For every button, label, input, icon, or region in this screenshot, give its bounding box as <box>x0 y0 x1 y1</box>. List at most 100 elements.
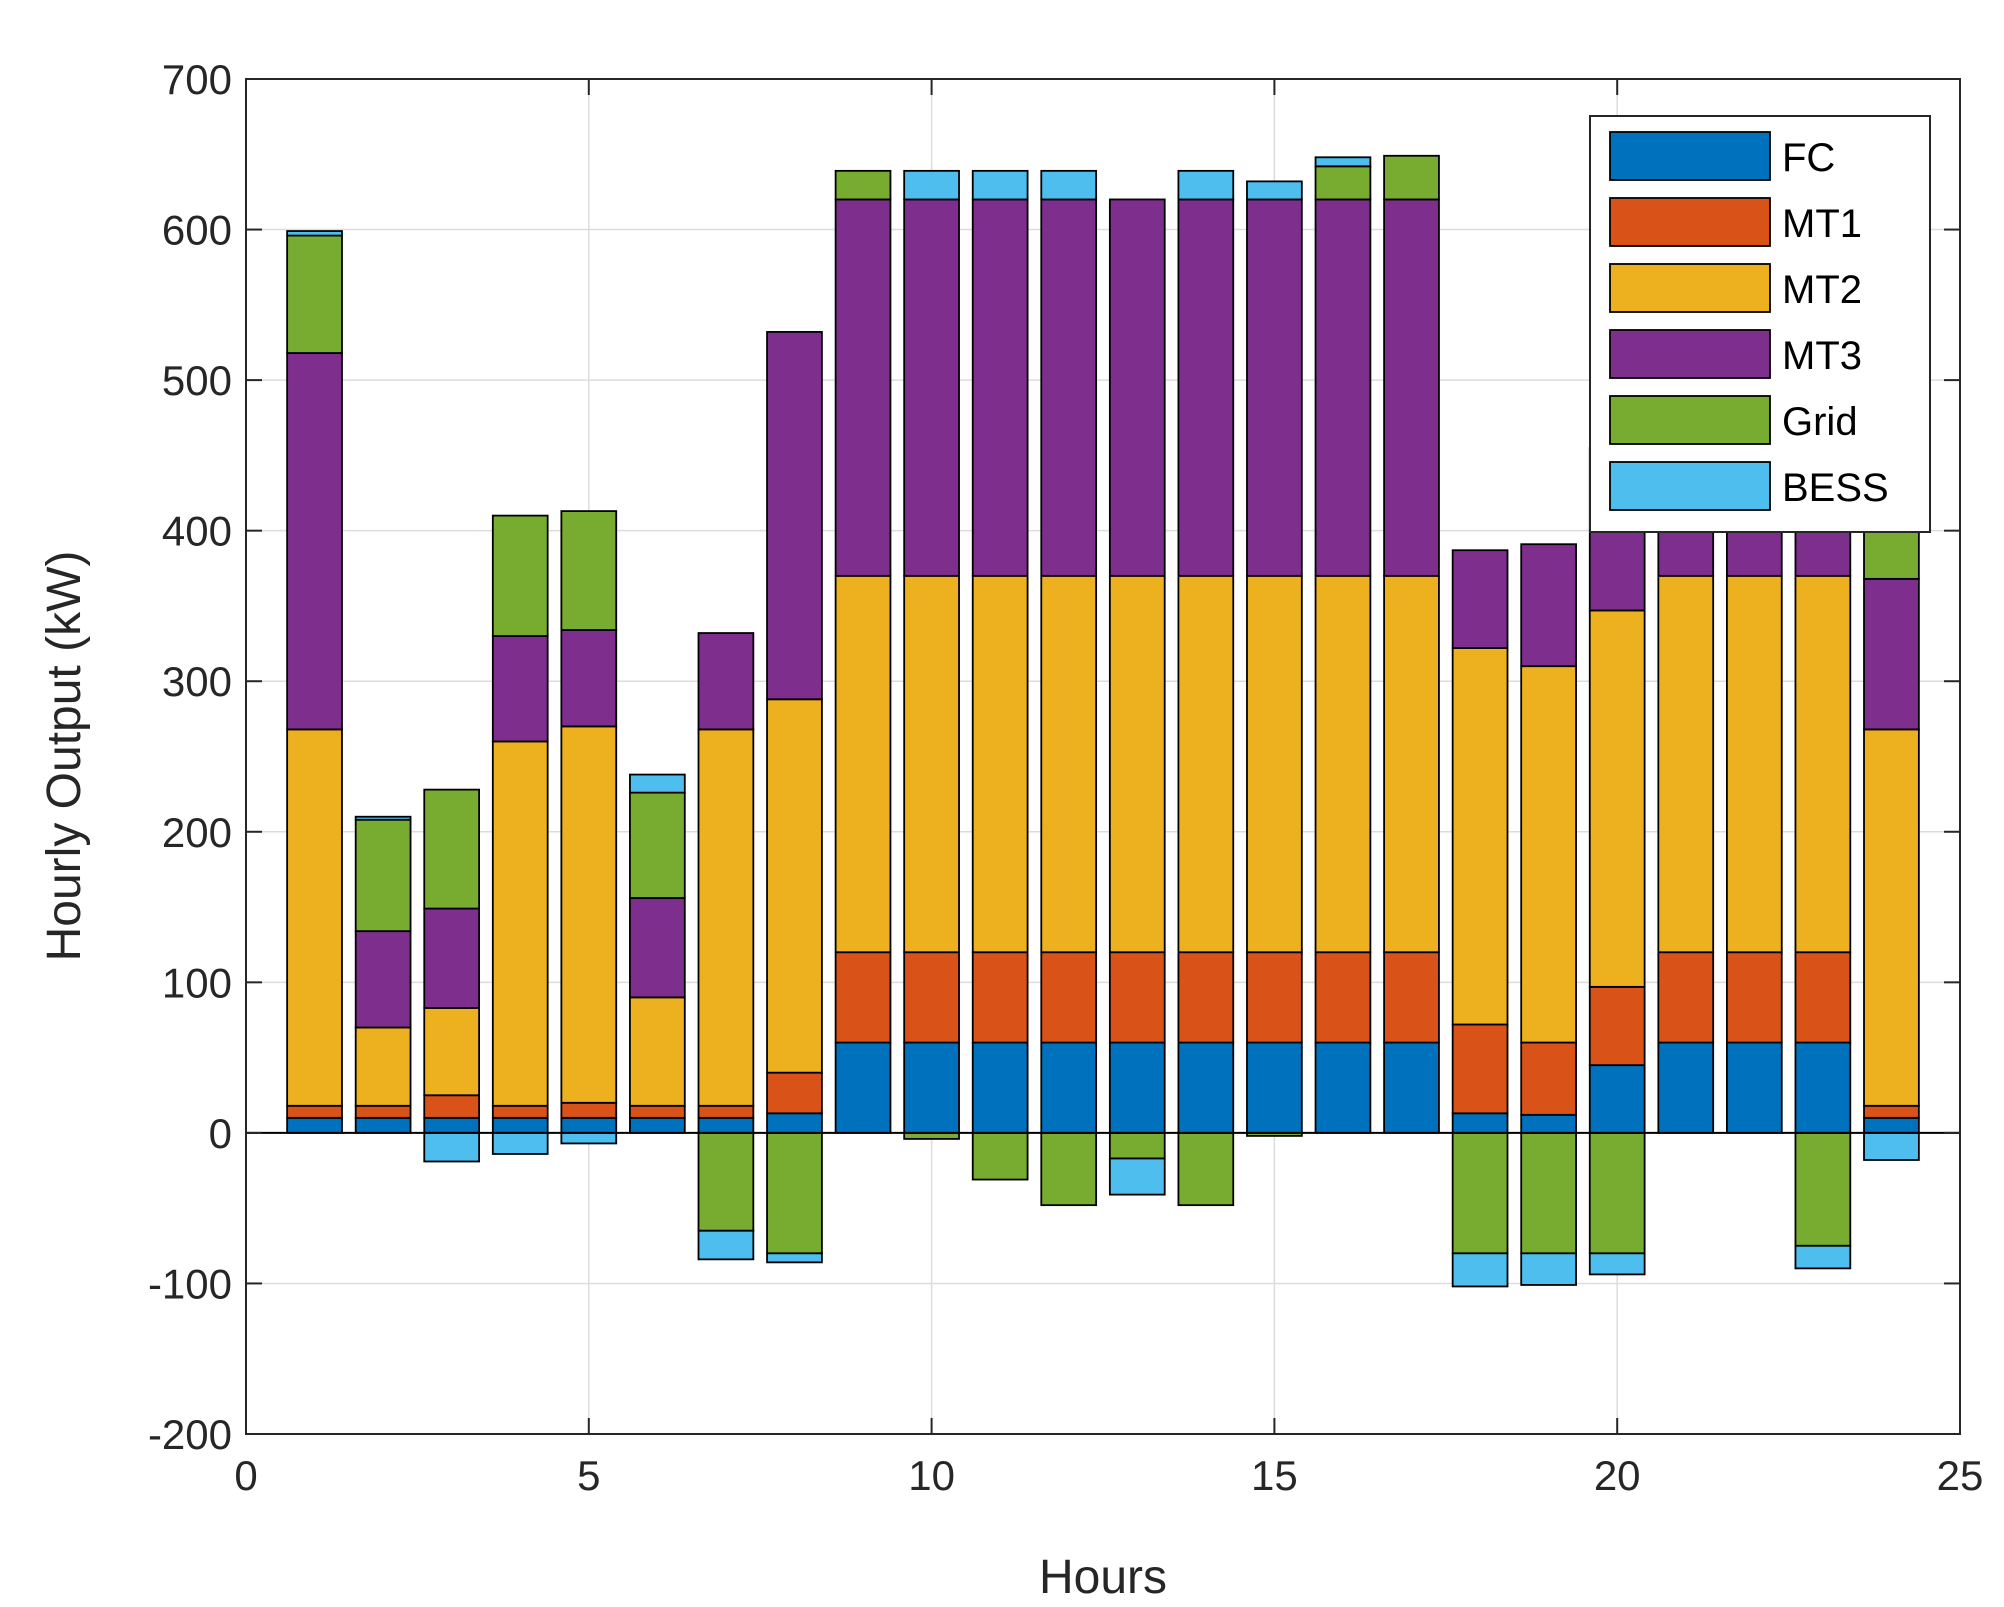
bar-mt2-hour-3 <box>423 1007 481 1097</box>
bar-mt2-hour-20 <box>1588 609 1646 988</box>
bar-mt1-hour-23 <box>1794 951 1852 1044</box>
bar-mt1-hour-4 <box>491 1104 549 1119</box>
bar-fc-hour-23 <box>1794 1041 1852 1134</box>
bar-mt2-hour-16 <box>1314 574 1372 954</box>
bar-mt3-hour-13 <box>1108 198 1166 577</box>
bar-grid-hour-7 <box>697 1131 755 1232</box>
bar-mt2-hour-21 <box>1657 574 1715 954</box>
bar-fc-hour-12 <box>1040 1041 1098 1134</box>
bar-bess-hour-24 <box>1863 1131 1920 1161</box>
bar-fc-hour-21 <box>1657 1041 1715 1134</box>
x-tick-label: 15 <box>1251 1452 1298 1499</box>
y-tick-label: 500 <box>162 357 232 404</box>
bar-grid-hour-19 <box>1520 1131 1577 1255</box>
bar-bess-hour-1 <box>286 230 343 237</box>
bar-grid-hour-23 <box>1794 1131 1852 1247</box>
bar-mt1-hour-19 <box>1520 1041 1577 1116</box>
bar-bess-hour-23 <box>1794 1244 1852 1270</box>
plot-frame <box>245 78 1961 1435</box>
bar-fc-hour-8 <box>766 1112 823 1134</box>
bar-mt1-hour-20 <box>1588 985 1646 1067</box>
x-tick-label: 5 <box>577 1452 600 1499</box>
legend-swatch-grid <box>1609 395 1771 445</box>
bar-grid-hour-9 <box>834 169 892 201</box>
bar-grid-hour-18 <box>1451 1131 1509 1255</box>
bar-mt1-hour-5 <box>560 1101 618 1119</box>
bar-mt2-hour-11 <box>971 574 1029 954</box>
bar-bess-hour-20 <box>1588 1252 1646 1276</box>
bar-grid-hour-1 <box>286 234 343 354</box>
bar-fc-hour-24 <box>1863 1116 1920 1134</box>
bar-fc-hour-9 <box>834 1041 892 1134</box>
bar-mt1-hour-15 <box>1246 951 1303 1044</box>
bar-bess-hour-16 <box>1314 156 1372 168</box>
bar-fc-hour-18 <box>1451 1112 1509 1134</box>
legend: FC MT1 MT2 MT3 Grid BESS <box>1589 115 1931 533</box>
legend-label-mt1: MT1 <box>1782 202 1862 246</box>
bar-mt2-hour-22 <box>1725 574 1783 954</box>
bar-mt1-hour-22 <box>1725 951 1783 1044</box>
y-axis-title: Hourly Output (kW) <box>38 551 91 962</box>
bar-mt1-hour-12 <box>1040 951 1098 1044</box>
bar-mt2-hour-18 <box>1451 647 1509 1026</box>
bar-mt2-hour-23 <box>1794 574 1852 954</box>
bar-fc-hour-20 <box>1588 1064 1646 1134</box>
bar-mt1-hour-6 <box>629 1104 686 1119</box>
y-tick-label: 0 <box>209 1110 232 1157</box>
y-tick-label: 400 <box>162 508 232 555</box>
bar-bess-hour-14 <box>1177 169 1235 201</box>
bar-bess-hour-4 <box>491 1131 549 1155</box>
bar-grid-hour-11 <box>971 1131 1029 1181</box>
bar-mt3-hour-9 <box>834 198 892 577</box>
x-tick-label: 25 <box>1937 1452 1984 1499</box>
bar-mt3-hour-16 <box>1314 198 1372 577</box>
bar-grid-hour-12 <box>1040 1131 1098 1207</box>
bar-grid-hour-8 <box>766 1131 823 1255</box>
bar-bess-hour-19 <box>1520 1252 1577 1286</box>
bar-bess-hour-15 <box>1246 180 1303 201</box>
x-tick-label: 10 <box>908 1452 955 1499</box>
bar-bess-hour-13 <box>1108 1157 1166 1196</box>
bar-mt3-hour-14 <box>1177 198 1235 577</box>
bar-bess-hour-5 <box>560 1131 618 1145</box>
bar-mt2-hour-12 <box>1040 574 1098 954</box>
bar-mt3-hour-19 <box>1520 543 1577 668</box>
bar-fc-hour-5 <box>560 1116 618 1134</box>
bar-grid-hour-2 <box>354 818 412 933</box>
bar-bess-hour-6 <box>629 773 686 794</box>
x-tick-label: 20 <box>1594 1452 1641 1499</box>
bar-mt3-hour-17 <box>1383 198 1440 577</box>
bar-grid-hour-4 <box>491 514 549 637</box>
bar-mt3-hour-5 <box>560 629 618 728</box>
bar-mt3-hour-6 <box>629 897 686 999</box>
bar-mt2-hour-24 <box>1863 728 1920 1107</box>
bar-bess-hour-10 <box>903 169 960 201</box>
bar-fc-hour-19 <box>1520 1113 1577 1134</box>
bar-mt3-hour-3 <box>423 907 481 1009</box>
bar-bess-hour-2 <box>354 815 412 821</box>
bar-mt1-hour-7 <box>697 1104 755 1119</box>
y-tick-label: 100 <box>162 959 232 1006</box>
y-tick-label: 700 <box>162 56 232 103</box>
legend-swatch-mt3 <box>1609 329 1771 379</box>
bar-fc-hour-22 <box>1725 1041 1783 1134</box>
bar-bess-hour-18 <box>1451 1252 1509 1288</box>
legend-swatch-bess <box>1609 461 1771 511</box>
bar-mt1-hour-2 <box>354 1104 412 1119</box>
bar-fc-hour-17 <box>1383 1041 1440 1134</box>
bar-mt3-hour-11 <box>971 198 1029 577</box>
bar-mt1-hour-16 <box>1314 951 1372 1044</box>
bar-mt1-hour-9 <box>834 951 892 1044</box>
bar-mt1-hour-21 <box>1657 951 1715 1044</box>
bar-mt2-hour-14 <box>1177 574 1235 954</box>
bar-mt1-hour-10 <box>903 951 960 1044</box>
bar-mt2-hour-19 <box>1520 665 1577 1044</box>
bar-mt2-hour-1 <box>286 728 343 1107</box>
bar-mt1-hour-3 <box>423 1094 481 1119</box>
bar-mt1-hour-13 <box>1108 951 1166 1044</box>
legend-label-fc: FC <box>1782 136 1835 180</box>
bar-mt3-hour-2 <box>354 930 412 1029</box>
bar-fc-hour-4 <box>491 1116 549 1134</box>
y-tick-label: 300 <box>162 658 232 705</box>
